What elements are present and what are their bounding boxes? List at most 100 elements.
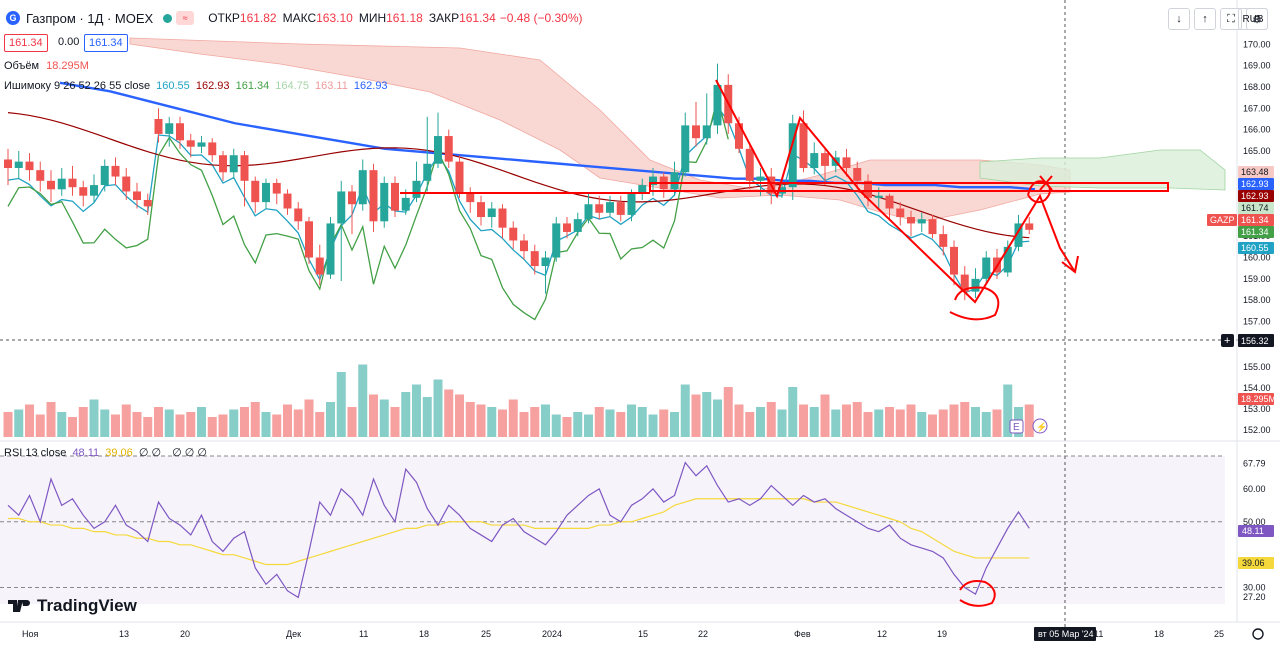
volume-bar [734, 404, 744, 437]
top-toolbar: ↓ ↑ ⛶ ⚙ [1168, 8, 1268, 30]
buy-price-box[interactable]: 161.34 [84, 34, 128, 52]
candle-body [47, 180, 55, 190]
volume-bar [455, 394, 464, 437]
high-value: 163.10 [316, 11, 353, 25]
time-tick-label: 11 [359, 629, 368, 639]
volume-bar [992, 409, 1002, 437]
candle-body [143, 199, 152, 207]
upload-icon[interactable]: ↑ [1194, 8, 1216, 30]
compare-icon[interactable]: ≈ [176, 11, 195, 25]
volume-bar [379, 399, 389, 437]
candle-body [541, 257, 550, 267]
candle-body [176, 123, 184, 141]
candle-body [326, 223, 335, 275]
price-tick-label: 170.00 [1243, 39, 1271, 49]
volume-bar [283, 404, 292, 437]
fullscreen-icon[interactable]: ⛶ [1220, 8, 1242, 30]
candle-body [68, 178, 77, 188]
candle-body [197, 142, 206, 147]
ichimoku-legend[interactable]: Ишимоку 9 26 52 26 55 close 160.55 162.9… [4, 80, 388, 92]
candle-body [305, 221, 313, 258]
volume-bar [723, 387, 733, 437]
candle-body [928, 219, 937, 235]
volume-bar [261, 412, 271, 437]
volume-bar [627, 404, 636, 437]
axis-settings-icon[interactable] [1252, 628, 1264, 640]
time-tick-label: 15 [638, 629, 648, 639]
add-alert-icon[interactable] [1221, 334, 1234, 347]
axis-badge-lagging [1238, 202, 1274, 214]
volume-bar [680, 384, 690, 437]
currency-button[interactable]: RUB [1238, 8, 1268, 30]
volume-bar [412, 384, 421, 437]
sell-price-box[interactable]: 161.34 [4, 34, 48, 52]
time-tick-label: Дек [286, 629, 301, 639]
candle-body [939, 234, 948, 247]
volume-legend-value: 18.295M [46, 60, 89, 72]
candle-body [122, 176, 131, 192]
gazprom-logo: G [6, 11, 20, 25]
download-icon[interactable]: ↓ [1168, 8, 1190, 30]
volume-bar [551, 414, 561, 437]
volume-bar [293, 409, 303, 437]
candle-body [595, 204, 604, 213]
candle-body [842, 157, 851, 169]
ichimoku-v2: 162.93 [195, 80, 230, 92]
volume-bar [186, 412, 196, 437]
annotation-bottom-circle [949, 286, 1000, 321]
candle-body [756, 176, 765, 181]
volume-legend[interactable]: Объём 18.295M [4, 60, 89, 72]
volume-bar [648, 414, 658, 437]
rsi-tick-label: 67.79 [1243, 458, 1266, 468]
candle-body [584, 204, 593, 220]
axis-badge-cloud_top [1238, 166, 1274, 178]
symbol-title[interactable]: Газпром · 1Д · MOEX [26, 10, 154, 26]
candle-body [971, 278, 980, 292]
volume-bar [250, 402, 260, 437]
rsi-v1: 48.11 [72, 447, 100, 459]
candle-body [412, 180, 421, 198]
candle-body [702, 125, 711, 139]
volume-bar [68, 417, 77, 437]
chart-header: G Газпром · 1Д · MOEX ≈ ОТКР 161.82 МАКС… [0, 6, 583, 30]
candle-body [788, 123, 797, 188]
candle-body [982, 257, 991, 279]
volume-bar [111, 414, 120, 437]
watermark-text: TradingView [37, 596, 137, 615]
volume-bar [745, 412, 755, 437]
annotation-rsi-circle [959, 580, 996, 607]
candle-body [477, 202, 485, 218]
volume-bar [788, 387, 798, 437]
volume-bar [121, 404, 131, 437]
candle-body [14, 161, 23, 169]
volume-bar [422, 397, 432, 437]
volume-bar [508, 399, 518, 437]
volume-bar [433, 379, 443, 437]
volume-bar [197, 407, 206, 437]
candle-body [358, 170, 367, 205]
volume-bar [777, 409, 787, 437]
rsi-tick-label: 30.00 [1243, 583, 1266, 593]
volume-bar [89, 399, 99, 437]
volume-bar [336, 372, 346, 437]
axis-badge-text-close: 161.34 [1241, 227, 1269, 237]
low-value: 161.18 [386, 11, 423, 25]
lagging-span-line [7, 97, 729, 321]
candle-body [90, 185, 98, 196]
low-label: МИН [358, 11, 387, 25]
rsi-v4: ∅ ∅ ∅ [172, 447, 207, 459]
volume-bar [154, 407, 163, 437]
candle-body [154, 118, 163, 134]
tradingview-watermark: TradingView [8, 596, 137, 616]
candle-body [272, 182, 281, 194]
candle-body [917, 219, 926, 224]
rsi-legend[interactable]: RSI 13 close 48.11 39.06 ∅ ∅ ∅ ∅ ∅ [4, 446, 207, 459]
candle-body [552, 223, 561, 258]
candle-body [434, 136, 442, 164]
earnings-icon[interactable] [1009, 419, 1024, 434]
rsi-badge-text-rsi: 48.11 [1242, 526, 1264, 536]
candle-body [219, 155, 227, 173]
candle-body [262, 182, 270, 203]
dividend-icon[interactable] [1032, 418, 1048, 434]
